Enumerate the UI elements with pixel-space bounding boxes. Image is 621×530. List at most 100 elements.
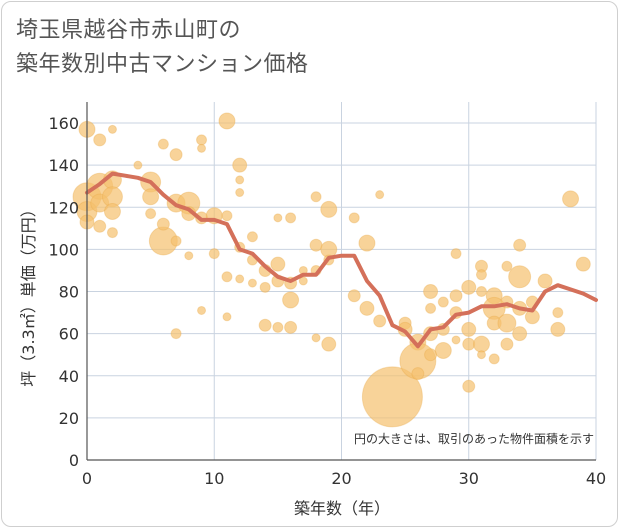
bubble-point [259, 281, 271, 293]
bubble-point [235, 274, 245, 284]
bubble-point [106, 227, 118, 239]
bubble-point [270, 256, 286, 272]
bubble-point [247, 278, 257, 288]
bubble-point [358, 234, 376, 252]
bubble-point [218, 112, 236, 130]
bubble-point [488, 353, 500, 365]
bubble-point [461, 279, 477, 295]
bubble-point [196, 134, 208, 146]
y-tick-label: 160 [48, 114, 79, 133]
chart-title: 埼玉県越谷市赤山町の 築年数別中古マンション価格 [16, 14, 309, 82]
bubble-point [500, 337, 514, 351]
bubble-point [461, 321, 477, 337]
bubble-point [221, 271, 233, 283]
bubble-point [284, 320, 298, 334]
bubble-point [508, 265, 532, 289]
bubble-point [197, 305, 207, 315]
bubble-point [235, 175, 245, 185]
bubble-point [562, 190, 580, 208]
chart-title-line-2: 築年数別中古マンション価格 [16, 52, 309, 77]
y-axis-label: 坪（3.3㎡）単価（万円） [19, 201, 38, 386]
bubble-point [157, 138, 169, 150]
bubble-point [258, 318, 272, 332]
y-tick-label: 0 [69, 451, 79, 470]
bubble-point [462, 337, 476, 351]
bubble-point [93, 219, 107, 233]
bubble-point [221, 210, 233, 222]
bubble-point [424, 348, 438, 362]
bubble-point [285, 212, 297, 224]
y-tick-label: 80 [59, 283, 79, 302]
bubble-point [321, 336, 337, 352]
x-tick-label: 30 [459, 469, 479, 488]
bubble-point [246, 231, 258, 243]
bubble-point [359, 300, 375, 316]
bubble-point [501, 260, 513, 272]
bubble-point [450, 248, 462, 260]
bubble-point [512, 326, 528, 342]
bubble-point [451, 335, 461, 345]
bubble-series [72, 112, 591, 428]
bubble-point [513, 238, 527, 252]
bubble-point [434, 341, 452, 359]
bubble-point [552, 307, 564, 319]
x-axis-label: 築年数（年） [294, 499, 390, 518]
axes [86, 102, 596, 461]
bubble-point [170, 328, 182, 340]
bubble-point [311, 333, 321, 343]
bubble-point [170, 235, 182, 247]
bubble-point [142, 188, 160, 206]
bubble-point [449, 289, 463, 303]
bubble-point [282, 291, 300, 309]
bubble-point [348, 212, 360, 224]
x-tick-label: 10 [204, 469, 224, 488]
bubble-point [320, 200, 338, 218]
bubble-point [222, 312, 232, 322]
bubble-point [462, 379, 476, 393]
bubble-point [347, 289, 361, 303]
bubble-point [472, 335, 490, 353]
bubble-point [273, 213, 283, 223]
x-tick-label: 20 [331, 469, 351, 488]
tick-labels: 0 20 40 60 80 100 120 140 160 0 10 20 30 40 [48, 114, 606, 488]
bubble-point [272, 321, 284, 333]
size-annotation: 円の大きさは、取引のあった物件面積を示す [354, 431, 594, 446]
bubble-point [425, 302, 437, 314]
y-tick-label: 120 [48, 198, 79, 217]
bubble-point [475, 269, 487, 281]
bubble-point [232, 157, 248, 173]
bubble-point [537, 273, 553, 289]
y-tick-label: 100 [48, 240, 79, 259]
y-tick-label: 20 [59, 409, 79, 428]
bubble-point [423, 284, 439, 300]
bubble-point [475, 286, 487, 298]
chart-title-line-1: 埼玉県越谷市赤山町の [16, 18, 242, 43]
bubble-point [298, 276, 308, 286]
bubble-point [497, 313, 517, 333]
bubble-point [437, 296, 449, 308]
x-tick-label: 0 [82, 469, 92, 488]
bubble-point [169, 148, 183, 162]
bubble-point [197, 143, 207, 153]
bubble-point [310, 191, 322, 203]
bubble-point [373, 314, 387, 328]
bubble-point [411, 367, 425, 381]
bubble-point [309, 238, 323, 252]
bubble-point [550, 321, 566, 337]
bubble-point [103, 203, 121, 221]
trend-line-series [85, 171, 598, 349]
bubble-point [184, 251, 194, 261]
bubble-point [156, 217, 170, 231]
bubble-point [476, 350, 486, 360]
bubble-point [133, 160, 143, 170]
bubble-point [93, 133, 107, 147]
trend-line [85, 171, 598, 349]
y-tick-label: 140 [48, 156, 79, 175]
x-tick-label: 40 [586, 469, 606, 488]
bubble-point [208, 248, 220, 260]
y-tick-label: 60 [59, 325, 79, 344]
bubble-point [361, 366, 423, 428]
bubble-point [107, 124, 117, 134]
